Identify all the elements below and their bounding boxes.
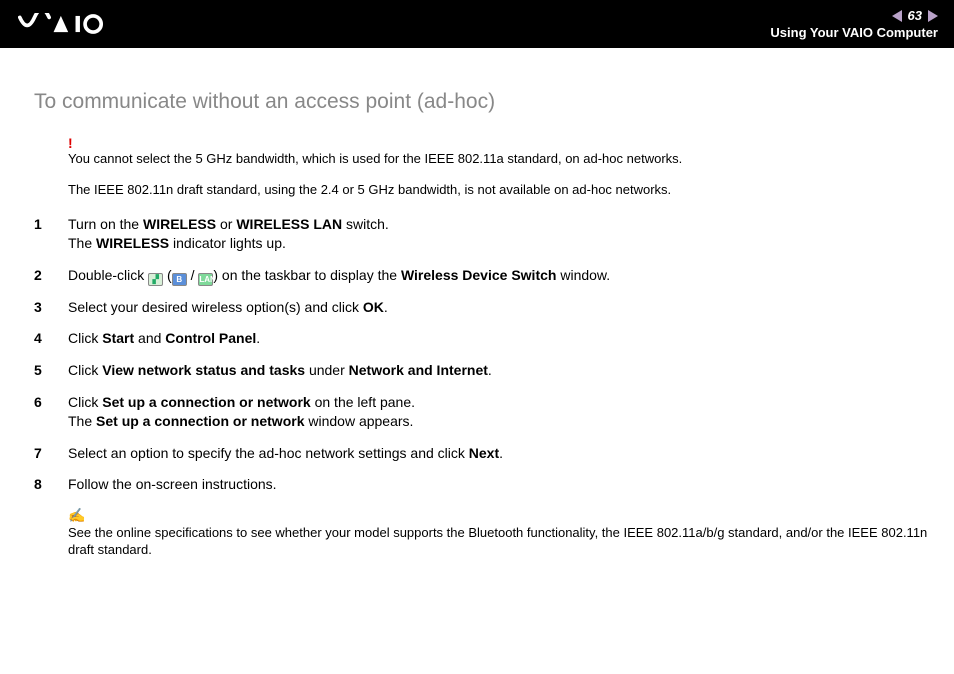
next-page-arrow[interactable] (928, 10, 938, 22)
step-body: Select your desired wireless option(s) a… (68, 298, 928, 318)
step-body: Select an option to specify the ad-hoc n… (68, 444, 928, 464)
page-title: To communicate without an access point (… (34, 90, 928, 114)
step-3: 3 Select your desired wireless option(s)… (34, 298, 928, 318)
step-2: 2 Double-click ▞ (B / LAN) on the taskba… (34, 266, 928, 286)
step-body: Click View network status and tasks unde… (68, 361, 928, 381)
step-8: 8 Follow the on-screen instructions. (34, 475, 928, 495)
header-right: 63 Using Your VAIO Computer (770, 8, 938, 40)
vaio-logo-svg (18, 13, 136, 35)
step-1: 1 Turn on the WIRELESS or WIRELESS LAN s… (34, 215, 928, 254)
page-number: 63 (908, 8, 922, 23)
warning-icon: ! (68, 136, 928, 150)
prev-page-arrow[interactable] (892, 10, 902, 22)
step-7: 7 Select an option to specify the ad-hoc… (34, 444, 928, 464)
steps-list: 1 Turn on the WIRELESS or WIRELESS LAN s… (34, 215, 928, 495)
page-nav: 63 (770, 8, 938, 23)
header-bar: 63 Using Your VAIO Computer (0, 0, 954, 48)
step-number: 7 (34, 444, 68, 464)
step-body: Double-click ▞ (B / LAN) on the taskbar … (68, 266, 928, 286)
step-4: 4 Click Start and Control Panel. (34, 329, 928, 349)
taskbar-wlan-icon: LAN (198, 273, 213, 286)
note-text: See the online specifications to see whe… (68, 524, 928, 559)
step-number: 2 (34, 266, 68, 286)
step-body: Follow the on-screen instructions. (68, 475, 928, 495)
step-body: Turn on the WIRELESS or WIRELESS LAN swi… (68, 215, 928, 254)
note-icon: ✍ (68, 507, 928, 524)
content-area: To communicate without an access point (… (0, 48, 954, 559)
vaio-logo (18, 13, 136, 35)
step-6: 6 Click Set up a connection or network o… (34, 393, 928, 432)
step-body: Click Start and Control Panel. (68, 329, 928, 349)
step-body: Click Set up a connection or network on … (68, 393, 928, 432)
step-5: 5 Click View network status and tasks un… (34, 361, 928, 381)
info-line: The IEEE 802.11n draft standard, using t… (68, 182, 928, 197)
note-block: ✍ See the online specifications to see w… (68, 507, 928, 559)
step-number: 3 (34, 298, 68, 318)
step-number: 8 (34, 475, 68, 495)
section-label: Using Your VAIO Computer (770, 25, 938, 40)
step-number: 4 (34, 329, 68, 349)
warning-block: ! You cannot select the 5 GHz bandwidth,… (68, 136, 928, 168)
step-number: 1 (34, 215, 68, 235)
warning-text: You cannot select the 5 GHz bandwidth, w… (68, 150, 928, 168)
step-number: 6 (34, 393, 68, 413)
step-number: 5 (34, 361, 68, 381)
taskbar-bluetooth-icon: B (172, 273, 187, 286)
taskbar-lan-icon: ▞ (148, 273, 163, 286)
